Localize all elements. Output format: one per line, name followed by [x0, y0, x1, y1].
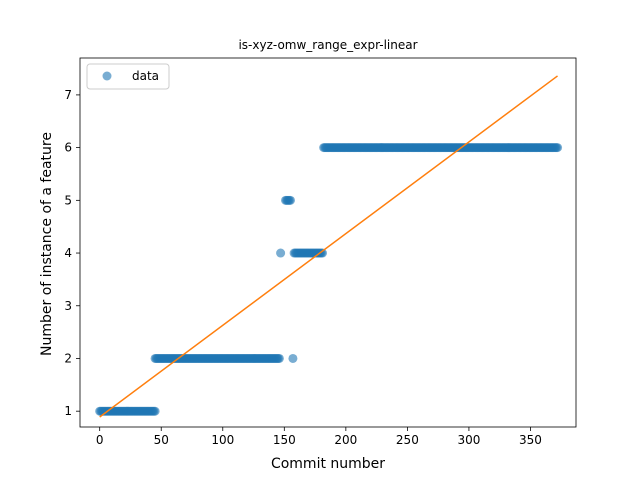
y-tick-label: 2 — [64, 351, 72, 365]
data-point — [317, 248, 327, 258]
x-tick-label: 350 — [519, 433, 542, 447]
data-point — [285, 195, 295, 205]
x-tick-label: 100 — [211, 433, 234, 447]
x-axis-title: Commit number — [271, 456, 385, 472]
legend-marker-data — [102, 71, 112, 81]
y-tick-label: 1 — [64, 404, 72, 418]
data-point — [276, 248, 286, 258]
axes: 0 50 100 150 200 250 300 350 1 2 3 4 5 6 7 — [64, 57, 577, 447]
x-tick-label: 50 — [154, 433, 169, 447]
y-tick-label: 3 — [64, 299, 72, 313]
y-tick-label: 7 — [64, 88, 72, 102]
data-point — [553, 143, 563, 153]
data-point — [150, 406, 160, 416]
legend: data — [86, 63, 170, 90]
legend-label-data: data — [132, 69, 159, 83]
data-point — [274, 353, 284, 363]
x-tick-label: 200 — [334, 433, 357, 447]
legend-box — [86, 63, 170, 90]
plot-marks — [95, 75, 563, 418]
y-tick-label: 6 — [64, 141, 72, 155]
data-point — [288, 353, 298, 363]
fit-line — [99, 75, 558, 418]
y-tick-label: 4 — [64, 246, 72, 260]
y-axis-title: Number of instance of a feature — [39, 132, 55, 356]
plot-frame — [79, 57, 577, 428]
y-tick-label: 5 — [64, 193, 72, 207]
x-tick-label: 150 — [273, 433, 296, 447]
x-tick-label: 0 — [96, 433, 104, 447]
x-tick-label: 250 — [396, 433, 419, 447]
chart-title: is-xyz-omw_range_expr-linear — [238, 38, 417, 52]
x-tick-label: 300 — [457, 433, 480, 447]
